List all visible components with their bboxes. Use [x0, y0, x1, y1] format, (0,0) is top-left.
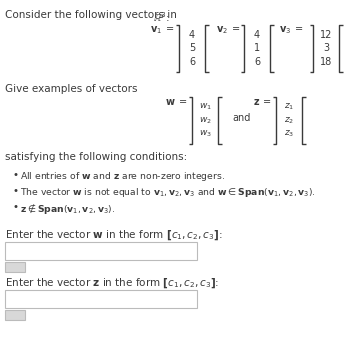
Text: 4: 4 [254, 30, 260, 40]
Text: 3: 3 [323, 43, 329, 53]
Text: and: and [232, 113, 250, 123]
Text: $\mathbb{R}^3$:: $\mathbb{R}^3$: [153, 10, 170, 24]
Text: •: • [12, 202, 18, 212]
Text: 5: 5 [189, 43, 195, 53]
Text: 12: 12 [320, 30, 332, 40]
Text: $z_2$: $z_2$ [284, 115, 294, 126]
Text: 1: 1 [254, 43, 260, 53]
Text: $z_1$: $z_1$ [284, 101, 294, 112]
Text: $z_3$: $z_3$ [284, 129, 294, 139]
Text: =: = [232, 24, 240, 34]
Text: $\mathbf{w}$: $\mathbf{w}$ [165, 97, 176, 107]
Text: 18: 18 [320, 57, 332, 67]
Text: $\mathbf{v}_1$: $\mathbf{v}_1$ [150, 24, 162, 36]
Text: 4: 4 [189, 30, 195, 40]
Text: $\mathbf{v}_3$: $\mathbf{v}_3$ [279, 24, 291, 36]
Text: •: • [12, 170, 18, 180]
Text: 6: 6 [189, 57, 195, 67]
Text: $w_1$: $w_1$ [198, 101, 211, 112]
Text: =: = [295, 24, 303, 34]
Text: satisfying the following conditions:: satisfying the following conditions: [5, 152, 187, 162]
Bar [5, 290, 197, 308]
Text: Enter the vector $\mathbf{w}$ in the form $\mathbf{[}c_1, c_2, c_3\mathbf{]}$:: Enter the vector $\mathbf{w}$ in the for… [5, 228, 223, 242]
Text: All entries of $\mathbf{w}$ and $\mathbf{z}$ are non-zero integers.: All entries of $\mathbf{w}$ and $\mathbf… [20, 170, 225, 183]
Text: 6: 6 [254, 57, 260, 67]
Text: Give examples of vectors: Give examples of vectors [5, 84, 138, 94]
Text: Enter the vector $\mathbf{z}$ in the form $\mathbf{[}c_1, c_2, c_3\mathbf{]}$:: Enter the vector $\mathbf{z}$ in the for… [5, 276, 219, 290]
Text: Consider the following vectors in: Consider the following vectors in [5, 10, 180, 20]
Text: $\mathbf{z} \notin \mathbf{Span}(\mathbf{v}_1, \mathbf{v}_2, \mathbf{v}_3)$.: $\mathbf{z} \notin \mathbf{Span}(\mathbf… [20, 202, 115, 216]
Bar [5, 262, 25, 272]
Text: •: • [12, 186, 18, 196]
Text: $w_3$: $w_3$ [198, 129, 211, 139]
Text: =: = [166, 24, 174, 34]
Text: $\mathbf{v}_2$: $\mathbf{v}_2$ [216, 24, 228, 36]
Bar [5, 310, 25, 320]
Text: $w_2$: $w_2$ [198, 115, 211, 126]
Text: =: = [179, 97, 187, 107]
Text: The vector $\mathbf{w}$ is not equal to $\mathbf{v}_1, \mathbf{v}_2, \mathbf{v}_: The vector $\mathbf{w}$ is not equal to … [20, 186, 316, 199]
Bar [5, 242, 197, 260]
Text: =: = [263, 97, 271, 107]
Text: $\mathbf{z}$: $\mathbf{z}$ [253, 97, 260, 107]
